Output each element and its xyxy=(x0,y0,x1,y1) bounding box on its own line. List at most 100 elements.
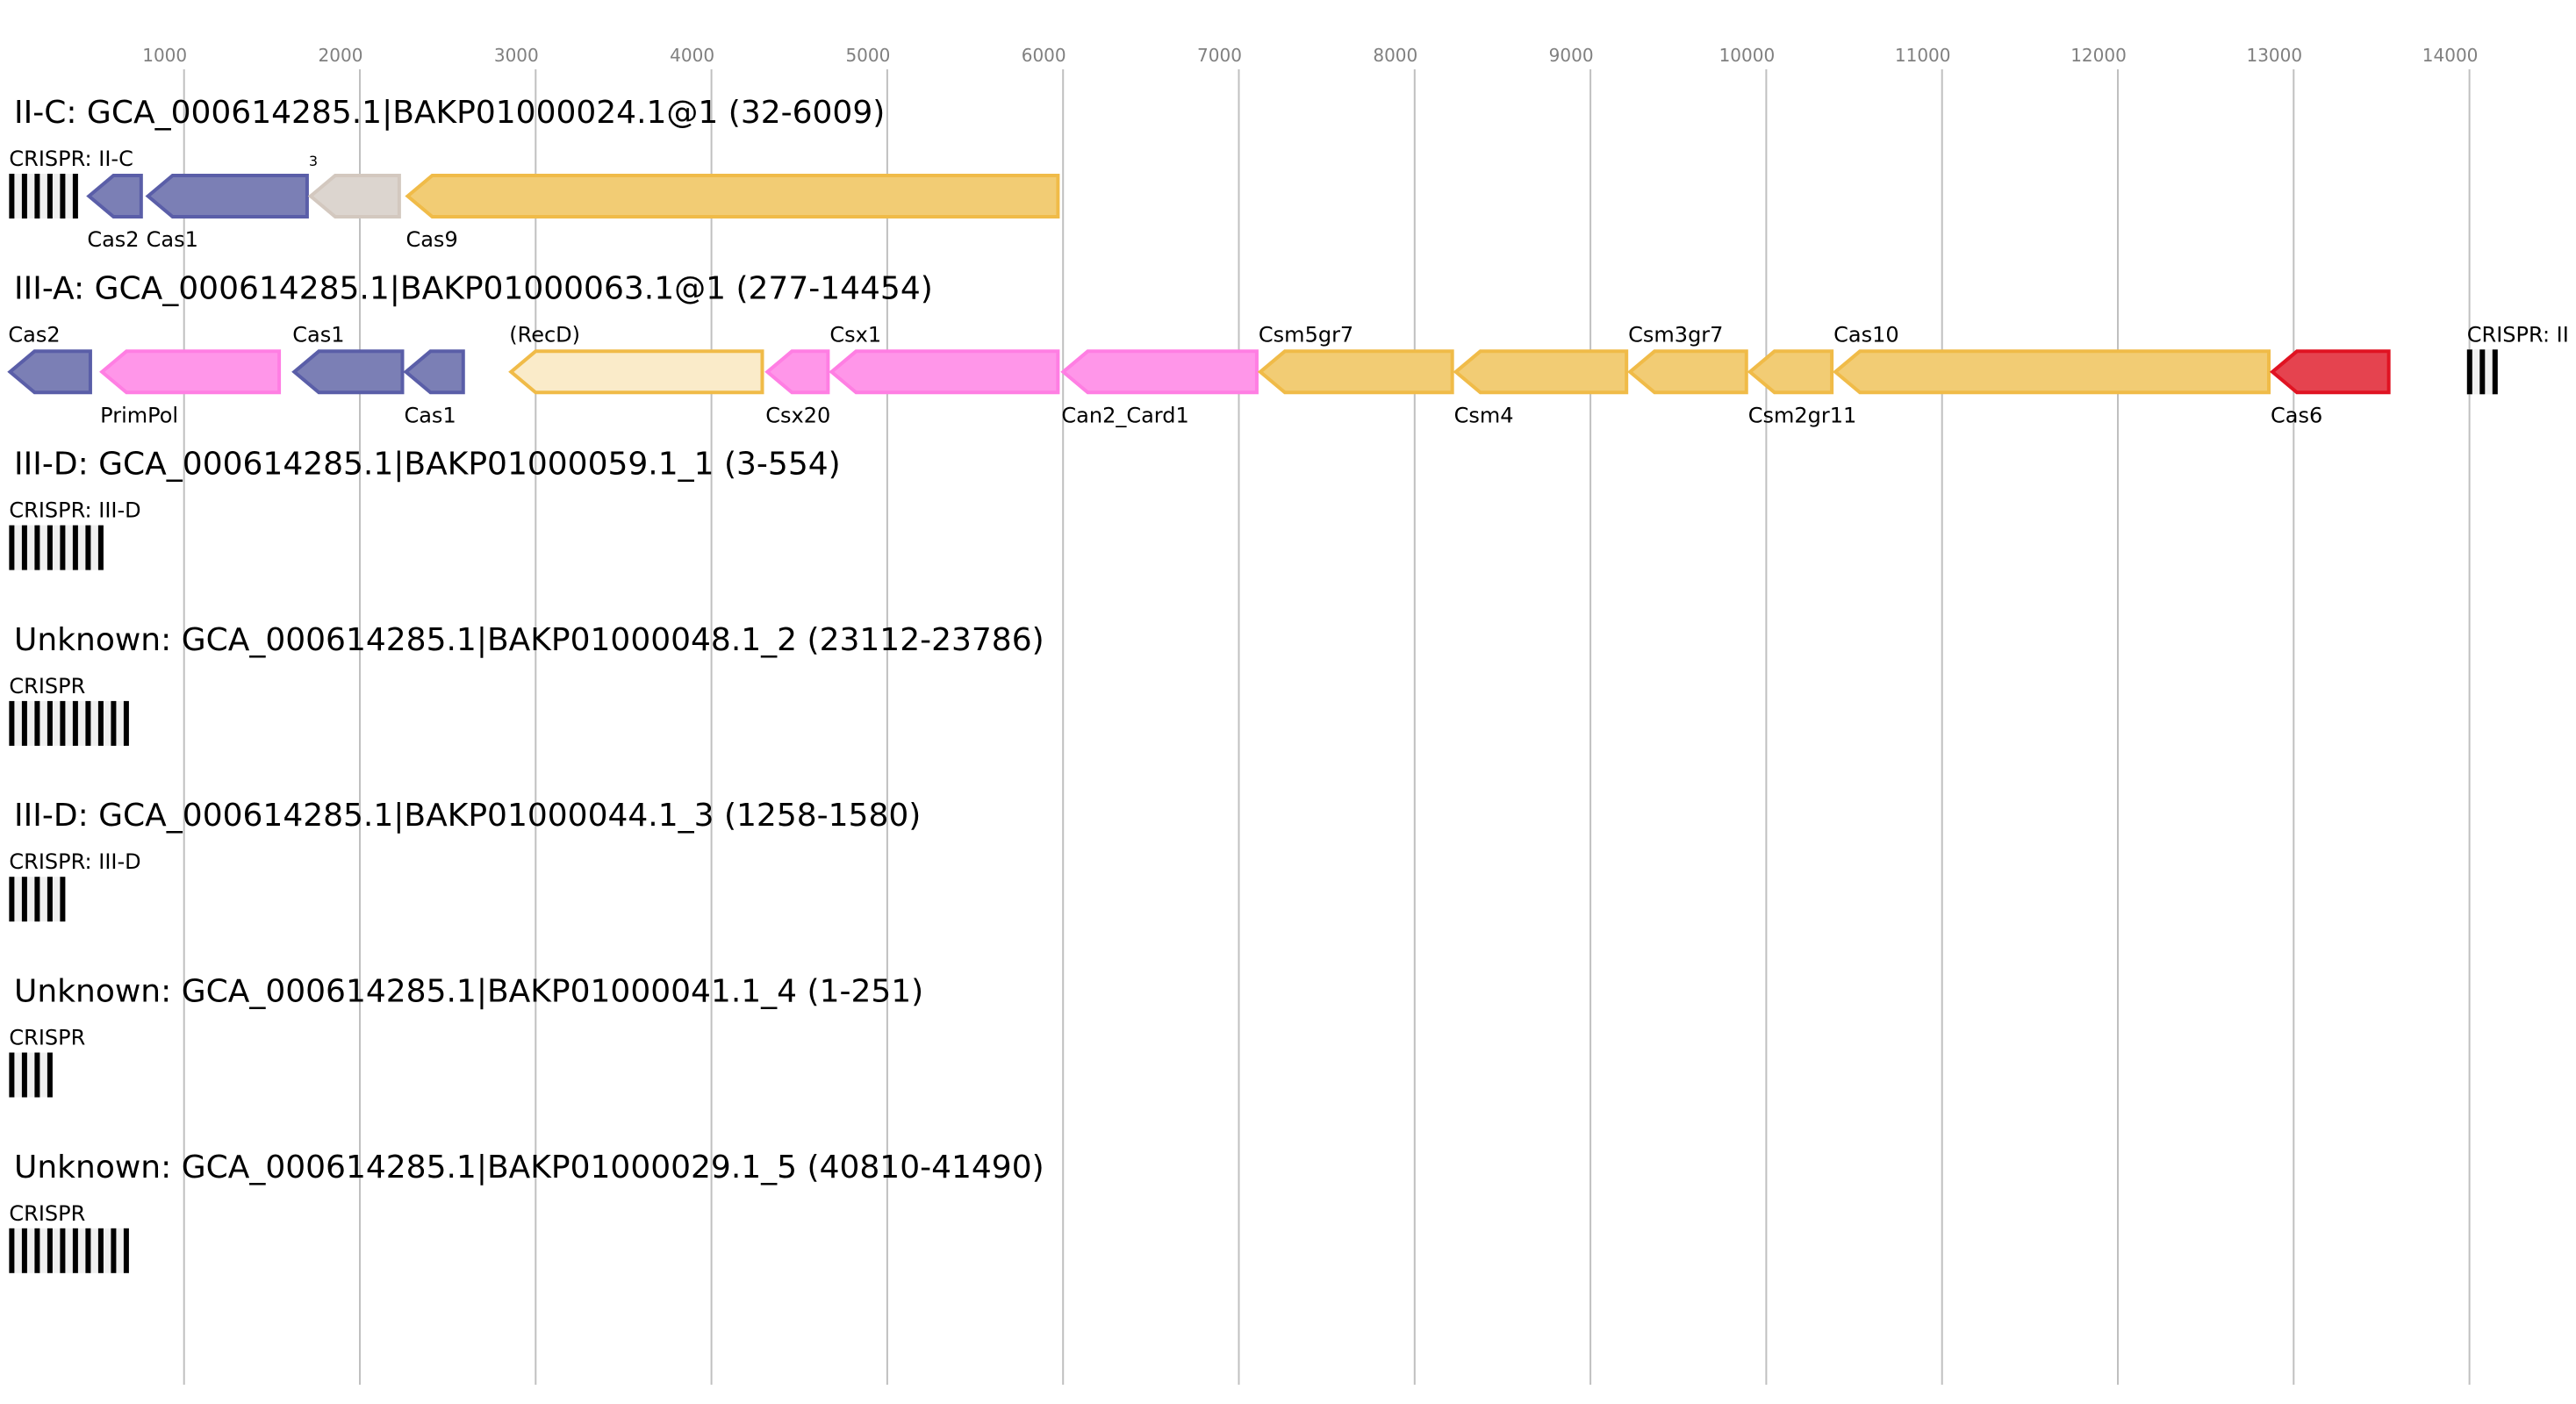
crispr-repeat xyxy=(97,700,104,746)
gene-label: Cas1 xyxy=(147,227,198,252)
gene-arrow-cas9[interactable] xyxy=(405,174,1060,218)
crispr-repeat xyxy=(72,700,78,746)
gene-arrow-primpol[interactable] xyxy=(99,349,282,395)
gene-label: (RecD) xyxy=(509,322,580,347)
gene-arrow-cas2[interactable] xyxy=(7,349,92,395)
crispr-array-background xyxy=(9,700,129,746)
crispr-repeat xyxy=(21,174,27,218)
gene-arrow-cas1[interactable] xyxy=(403,349,465,395)
crispr-repeat xyxy=(111,700,117,746)
crispr-repeat xyxy=(34,1052,40,1098)
gene-label: Cas1 xyxy=(404,403,456,427)
gene-label: 3 xyxy=(309,153,318,169)
crispr-repeat xyxy=(34,525,40,570)
crispr-label: CRISPR xyxy=(9,1026,85,1050)
axis-tick-label: 8000 xyxy=(1373,45,1417,66)
crispr-repeat xyxy=(60,525,66,570)
axis-tick-label: 13000 xyxy=(2246,45,2302,66)
crispr-repeat xyxy=(123,700,129,746)
gene-label: Csm5gr7 xyxy=(1259,322,1353,347)
gene-arrow-can2-card1[interactable] xyxy=(1060,349,1259,395)
crispr-repeat xyxy=(21,1228,27,1273)
gene-arrow-cas2[interactable] xyxy=(86,174,143,218)
track-title: II-C: GCA_000614285.1|BAKP01000024.1@1 (… xyxy=(14,95,885,131)
axis-tick-label: 2000 xyxy=(319,45,363,66)
crispr-repeat xyxy=(2466,349,2472,395)
crispr-label: CRISPR xyxy=(9,674,85,698)
crispr-repeat xyxy=(72,1228,78,1273)
crispr-repeat xyxy=(72,525,78,570)
gene-arrow-cas1[interactable] xyxy=(291,349,405,395)
gene-arrow-csm5gr7[interactable] xyxy=(1257,349,1454,395)
crispr-label: CRISPR: II-C xyxy=(9,147,133,171)
axis-tick-label: 10000 xyxy=(1719,45,1776,66)
crispr-repeat xyxy=(47,525,53,570)
crispr-repeat xyxy=(85,700,91,746)
track-title: Unknown: GCA_000614285.1|BAKP01000041.1_… xyxy=(14,974,923,1010)
crispr-repeat xyxy=(34,700,40,746)
crispr-repeat xyxy=(47,877,53,922)
axis-tick-label: 9000 xyxy=(1549,45,1594,66)
gene-arrow--recd-[interactable] xyxy=(508,349,764,395)
crispr-repeat xyxy=(111,1228,117,1273)
gene-label: Csm4 xyxy=(1454,403,1514,427)
crispr-repeat xyxy=(60,174,66,218)
crispr-repeat xyxy=(2479,349,2486,395)
crispr-repeat xyxy=(9,1228,15,1273)
crispr-repeat xyxy=(85,525,91,570)
gene-label: Cas2 xyxy=(8,322,60,347)
crispr-repeat xyxy=(72,174,78,218)
crispr-label: CRISPR: III-D xyxy=(9,849,140,874)
crispr-repeat xyxy=(21,877,27,922)
axis-tick-label: 12000 xyxy=(2070,45,2127,66)
crispr-repeat xyxy=(9,1052,15,1098)
crispr-label: CRISPR: III-D xyxy=(9,498,140,523)
track-title: III-D: GCA_000614285.1|BAKP01000044.1_3 … xyxy=(14,798,921,834)
gene-label: Cas6 xyxy=(2271,403,2322,427)
axis-tick-label: 6000 xyxy=(1022,45,1066,66)
gene-label: Cas2 xyxy=(87,227,139,252)
gene-arrow-csx20[interactable] xyxy=(764,349,830,395)
gene-arrow-cas1[interactable] xyxy=(145,174,309,218)
crispr-repeat xyxy=(97,1228,104,1273)
crispr-repeat xyxy=(47,1052,53,1098)
crispr-array-background xyxy=(9,174,78,218)
crispr-repeat xyxy=(9,174,15,218)
gene-label: Csx20 xyxy=(765,403,830,427)
axis-tick-label: 3000 xyxy=(494,45,539,66)
gene-arrow-csm4[interactable] xyxy=(1453,349,1629,395)
crispr-repeat xyxy=(9,877,15,922)
gene-arrow-csm2gr11[interactable] xyxy=(1747,349,1834,395)
crispr-repeat xyxy=(34,877,40,922)
crispr-repeat xyxy=(21,1052,27,1098)
axis-tick-label: 7000 xyxy=(1197,45,1242,66)
crispr-repeat xyxy=(47,174,53,218)
crispr-array-background xyxy=(9,1228,129,1273)
crispr-repeat xyxy=(60,1228,66,1273)
gene-label: Can2_Card1 xyxy=(1061,403,1188,427)
track-title: Unknown: GCA_000614285.1|BAKP01000048.1_… xyxy=(14,622,1044,658)
crispr-label: CRISPR xyxy=(9,1201,85,1226)
axis-tick-label: 4000 xyxy=(670,45,714,66)
crispr-repeat xyxy=(60,877,66,922)
crispr-repeat xyxy=(60,700,66,746)
gene-arrow-cas6[interactable] xyxy=(2269,349,2391,395)
axis-tick-label: 5000 xyxy=(845,45,890,66)
track-title: III-A: GCA_000614285.1|BAKP01000063.1@1 … xyxy=(14,270,933,306)
gene-arrow-csm3gr7[interactable] xyxy=(1627,349,1748,395)
crispr-repeat xyxy=(34,174,40,218)
gene-arrow-3[interactable] xyxy=(307,174,401,218)
gene-label: Cas10 xyxy=(1833,322,1899,347)
gene-label: Cas9 xyxy=(405,227,457,252)
track-title: Unknown: GCA_000614285.1|BAKP01000029.1_… xyxy=(14,1150,1044,1186)
gene-arrow-csx1[interactable] xyxy=(829,349,1060,395)
gene-label: Csx1 xyxy=(829,322,881,347)
crispr-repeat xyxy=(9,525,15,570)
crispr-label: CRISPR: II xyxy=(2467,322,2569,347)
crispr-repeat xyxy=(47,1228,53,1273)
gene-arrow-cas10[interactable] xyxy=(1833,349,2271,395)
crispr-repeat xyxy=(21,525,27,570)
track-title: III-D: GCA_000614285.1|BAKP01000059.1_1 … xyxy=(14,447,841,483)
crispr-array-background xyxy=(9,1052,53,1098)
